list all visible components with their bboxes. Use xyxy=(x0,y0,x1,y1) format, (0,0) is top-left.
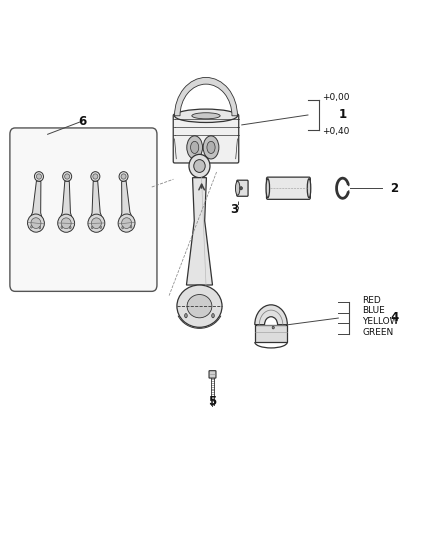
Text: +0,40: +0,40 xyxy=(322,127,350,136)
Ellipse shape xyxy=(61,226,63,229)
FancyBboxPatch shape xyxy=(209,370,216,378)
FancyBboxPatch shape xyxy=(255,325,287,342)
Ellipse shape xyxy=(307,179,311,198)
Text: +0,00: +0,00 xyxy=(322,93,350,102)
Ellipse shape xyxy=(236,181,240,195)
Ellipse shape xyxy=(191,141,199,154)
Ellipse shape xyxy=(88,214,105,232)
Ellipse shape xyxy=(272,326,274,329)
Polygon shape xyxy=(28,181,44,224)
Ellipse shape xyxy=(61,218,71,229)
Ellipse shape xyxy=(212,313,214,318)
Text: 1: 1 xyxy=(338,108,346,121)
FancyBboxPatch shape xyxy=(173,114,239,163)
Ellipse shape xyxy=(189,155,210,177)
Wedge shape xyxy=(174,77,237,116)
Text: 3: 3 xyxy=(230,203,238,216)
Text: RED: RED xyxy=(362,296,381,305)
Text: 2: 2 xyxy=(390,182,399,195)
Ellipse shape xyxy=(28,214,44,232)
Ellipse shape xyxy=(65,174,70,179)
Ellipse shape xyxy=(118,214,135,232)
Ellipse shape xyxy=(130,225,132,228)
Ellipse shape xyxy=(58,214,74,232)
Ellipse shape xyxy=(91,172,100,181)
Ellipse shape xyxy=(63,172,72,181)
Ellipse shape xyxy=(92,218,101,229)
Ellipse shape xyxy=(100,226,102,229)
Ellipse shape xyxy=(31,225,32,228)
Ellipse shape xyxy=(122,227,124,229)
Ellipse shape xyxy=(185,313,187,318)
Ellipse shape xyxy=(121,174,126,179)
Ellipse shape xyxy=(203,136,219,159)
Polygon shape xyxy=(88,181,104,223)
Ellipse shape xyxy=(31,217,41,229)
Ellipse shape xyxy=(174,109,237,123)
Ellipse shape xyxy=(39,227,41,229)
Ellipse shape xyxy=(36,174,42,179)
Text: GREEN: GREEN xyxy=(362,328,393,336)
Ellipse shape xyxy=(187,295,212,318)
FancyBboxPatch shape xyxy=(237,180,248,196)
Text: BLUE: BLUE xyxy=(362,306,385,316)
Ellipse shape xyxy=(192,113,220,119)
Ellipse shape xyxy=(187,136,202,159)
Ellipse shape xyxy=(35,172,43,181)
Wedge shape xyxy=(255,305,287,325)
Ellipse shape xyxy=(240,187,242,190)
Polygon shape xyxy=(59,181,74,223)
Text: YELLOW: YELLOW xyxy=(362,317,399,326)
Ellipse shape xyxy=(207,141,215,154)
Ellipse shape xyxy=(92,226,93,229)
Ellipse shape xyxy=(119,172,128,181)
Ellipse shape xyxy=(266,179,269,198)
Text: 5: 5 xyxy=(208,395,217,408)
Polygon shape xyxy=(187,177,212,285)
Polygon shape xyxy=(119,181,134,224)
Ellipse shape xyxy=(93,174,98,179)
Text: 6: 6 xyxy=(78,115,86,127)
Ellipse shape xyxy=(177,285,222,327)
FancyBboxPatch shape xyxy=(10,128,157,292)
FancyBboxPatch shape xyxy=(266,177,310,199)
Text: 4: 4 xyxy=(390,311,399,324)
Ellipse shape xyxy=(122,217,131,229)
Ellipse shape xyxy=(194,159,205,172)
Ellipse shape xyxy=(69,226,71,229)
